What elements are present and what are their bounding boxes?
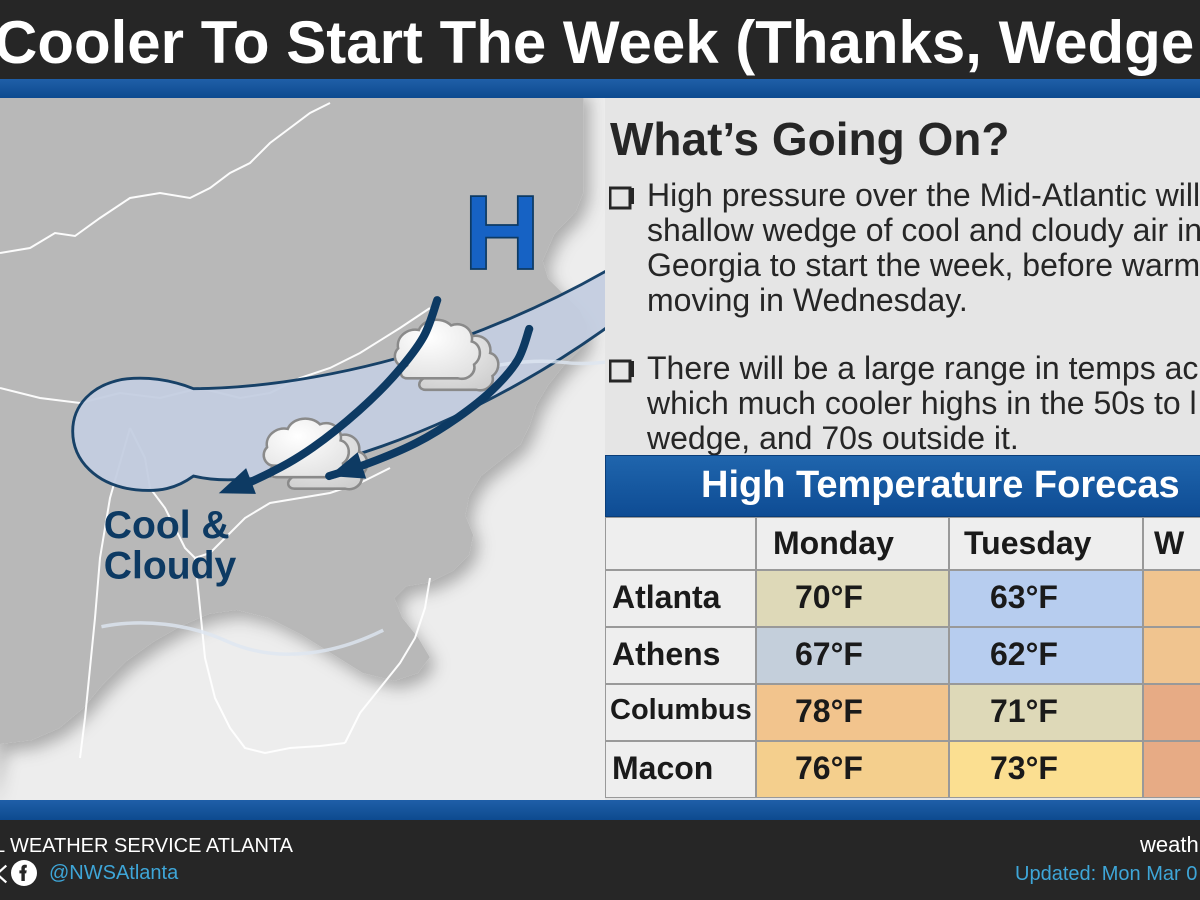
svg-text:Cool &: Cool & [104, 504, 230, 547]
svg-text:H: H [464, 174, 540, 292]
svg-text:Cloudy: Cloudy [104, 544, 237, 587]
